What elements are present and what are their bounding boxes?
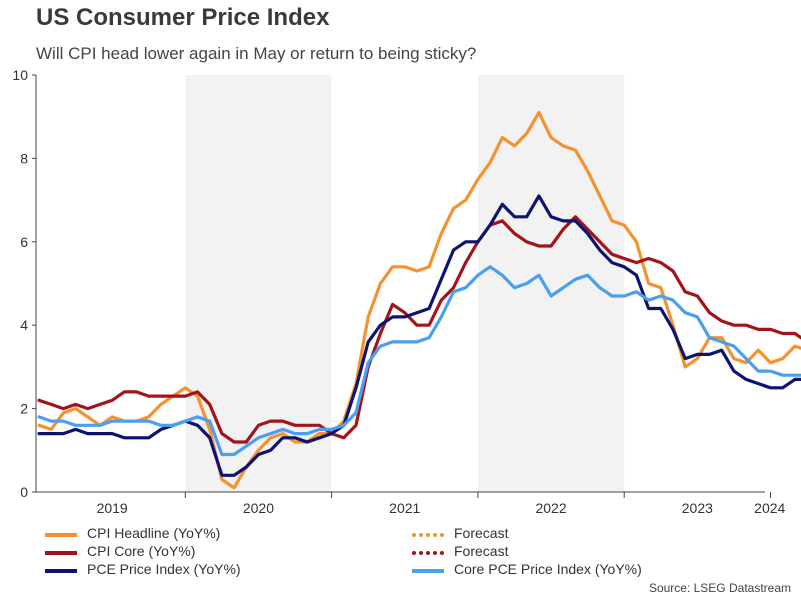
series-line-cpi_core — [37, 215, 801, 444]
legend-label-cpi-headline-forecast: Forecast — [454, 525, 509, 541]
y-tick-label-10: 10 — [12, 67, 28, 83]
chart-title: US Consumer Price Index — [36, 4, 330, 31]
x-tick-label-2023: 2023 — [682, 500, 713, 516]
y-tick-label-4: 4 — [20, 317, 28, 333]
x-tick-label-2022: 2022 — [535, 500, 566, 516]
legend-swatch-pce — [45, 569, 77, 573]
series-line-cpi_headline — [37, 110, 801, 490]
legend-swatch-cpi-headline-forecast — [412, 533, 444, 537]
chart-subtitle: Will CPI head lower again in May or retu… — [36, 44, 477, 63]
legend-label-cpi-headline: CPI Headline (YoY%) — [87, 525, 221, 541]
legend-label-cpi-core: CPI Core (YoY%) — [87, 543, 196, 559]
source-note: Source: LSEG Datastream — [648, 581, 791, 595]
y-tick-label-2: 2 — [20, 401, 28, 417]
series-line-pce — [37, 194, 801, 477]
legend-label-pce: PCE Price Index (YoY%) — [87, 561, 241, 577]
legend-label-cpi-core-forecast: Forecast — [454, 543, 509, 559]
legend-label-core-pce: Core PCE Price Index (YoY%) — [454, 561, 642, 577]
legend-swatch-cpi-headline — [45, 533, 77, 537]
x-tick-label-2019: 2019 — [97, 500, 128, 516]
year-band-2022 — [477, 75, 625, 492]
x-tick-label-2021: 2021 — [389, 500, 420, 516]
legend-swatch-core-pce — [412, 569, 444, 573]
year-band-2020 — [185, 75, 332, 492]
legend-swatch-cpi-core — [45, 551, 77, 555]
y-tick-label-0: 0 — [20, 484, 28, 500]
x-tick-label-2024: 2024 — [754, 500, 785, 516]
legend-swatch-cpi-core-forecast — [412, 551, 444, 555]
y-tick-label-8: 8 — [20, 150, 28, 166]
series-line-core_pce — [37, 265, 801, 457]
y-tick-label-6: 6 — [20, 234, 28, 250]
x-tick-label-2020: 2020 — [243, 500, 274, 516]
